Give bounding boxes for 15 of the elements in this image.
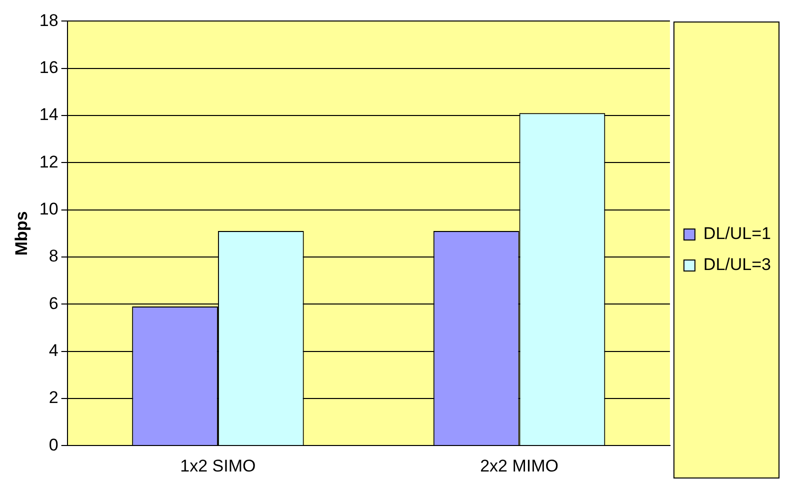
- y-tick-label: 18: [39, 10, 58, 30]
- y-tick-label: 10: [39, 200, 58, 219]
- y-tick-label: 14: [39, 105, 58, 124]
- y-tick-label: 6: [48, 294, 58, 313]
- y-tick-label: 4: [48, 340, 58, 360]
- y-tick-label: 0: [48, 435, 58, 454]
- legend-label: DL/UL=3: [703, 255, 772, 274]
- y-tick-label: 16: [39, 58, 58, 78]
- x-tick-label: 1x2 SIMO: [180, 456, 256, 476]
- y-tick-label: 8: [48, 246, 58, 266]
- y-axis-title: Mbps: [12, 211, 31, 256]
- y-tick-label: 12: [39, 152, 58, 172]
- x-tick-label: 2x2 MIMO: [480, 456, 558, 476]
- y-tick-label: 2: [48, 388, 58, 408]
- legend-label: DL/UL=1: [703, 224, 772, 244]
